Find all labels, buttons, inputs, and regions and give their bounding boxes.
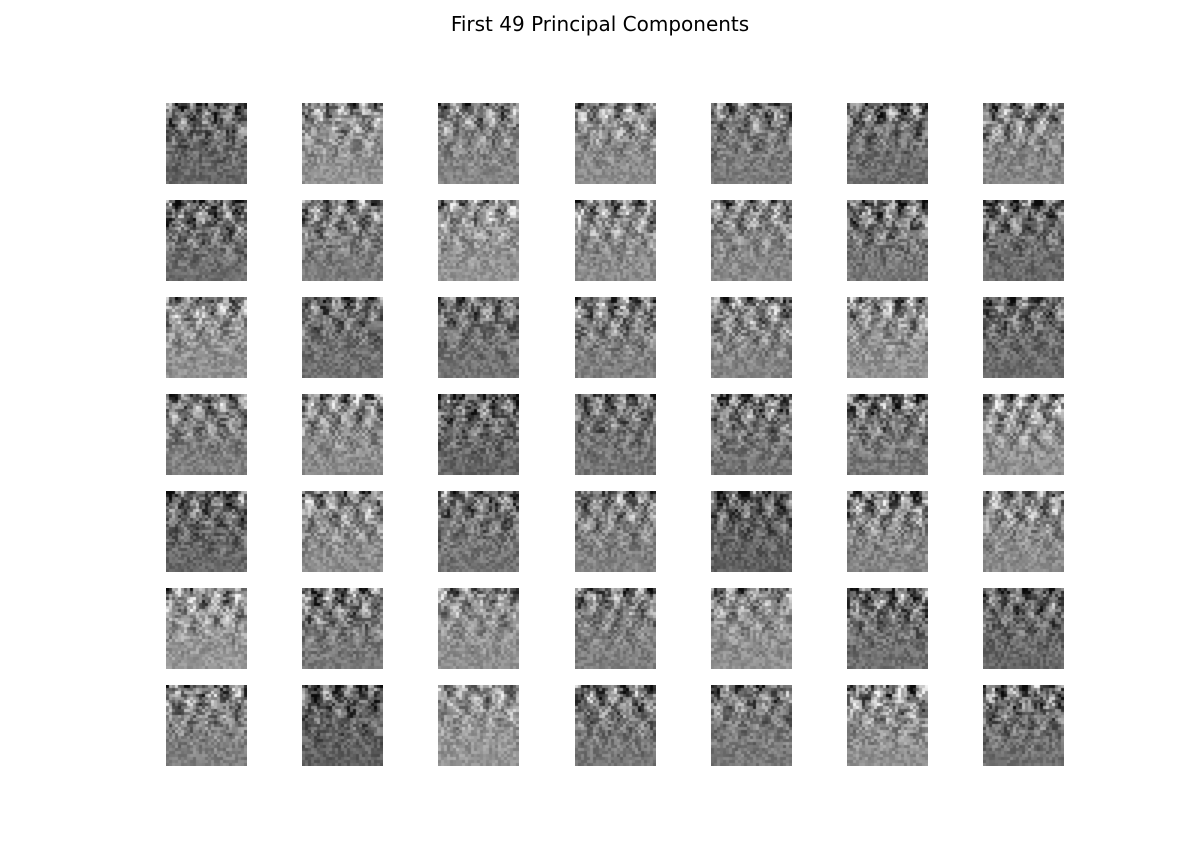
principal-component-18 [575,297,656,378]
principal-component-20 [847,297,928,378]
principal-component-28 [983,394,1064,475]
principal-component-3 [438,103,519,184]
principal-component-47 [711,685,792,766]
principal-component-4 [575,103,656,184]
principal-component-8 [166,200,247,281]
principal-component-21 [983,297,1064,378]
principal-component-12 [711,200,792,281]
principal-component-9 [302,200,383,281]
figure-title: First 49 Principal Components [450,12,750,36]
principal-component-37 [302,588,383,669]
principal-component-29 [166,491,247,572]
principal-component-17 [438,297,519,378]
principal-component-35 [983,491,1064,572]
principal-component-13 [847,200,928,281]
principal-component-48 [847,685,928,766]
principal-component-42 [983,588,1064,669]
principal-component-40 [711,588,792,669]
principal-component-7 [983,103,1064,184]
principal-component-49 [983,685,1064,766]
principal-component-2 [302,103,383,184]
principal-component-22 [166,394,247,475]
principal-component-46 [575,685,656,766]
principal-component-36 [166,588,247,669]
principal-component-27 [847,394,928,475]
principal-component-10 [438,200,519,281]
principal-component-31 [438,491,519,572]
principal-component-41 [847,588,928,669]
principal-component-44 [302,685,383,766]
principal-component-32 [575,491,656,572]
principal-component-25 [575,394,656,475]
principal-component-23 [302,394,383,475]
principal-component-43 [166,685,247,766]
principal-component-14 [983,200,1064,281]
principal-component-30 [302,491,383,572]
principal-component-11 [575,200,656,281]
principal-component-1 [166,103,247,184]
principal-component-34 [847,491,928,572]
principal-component-24 [438,394,519,475]
principal-component-39 [575,588,656,669]
principal-component-6 [847,103,928,184]
principal-component-5 [711,103,792,184]
principal-component-33 [711,491,792,572]
principal-component-45 [438,685,519,766]
principal-component-16 [302,297,383,378]
principal-component-26 [711,394,792,475]
principal-component-19 [711,297,792,378]
principal-component-38 [438,588,519,669]
principal-component-15 [166,297,247,378]
